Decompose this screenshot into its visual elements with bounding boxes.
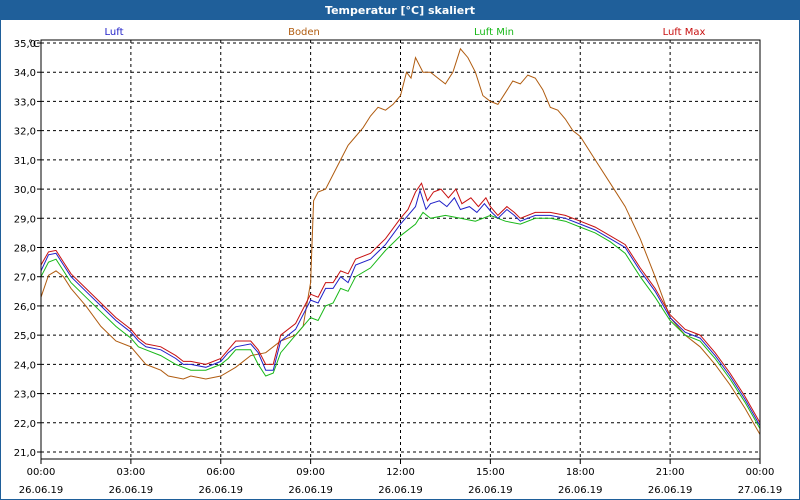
y-tick-label: 32,0 [14, 127, 36, 138]
legend-entry: Luft [105, 27, 124, 38]
x-tick-time-label: 15:00 [476, 467, 505, 478]
x-tick-date-label: 26.06.19 [648, 485, 693, 496]
x-tick-time-label: 12:00 [386, 467, 415, 478]
y-tick-label: 23,0 [14, 390, 36, 401]
x-tick-date-label: 26.06.19 [468, 485, 513, 496]
x-tick-date-label: 26.06.19 [558, 485, 603, 496]
series-line [40, 211, 761, 429]
x-tick-time-label: 18:00 [566, 467, 595, 478]
y-tick-label: 22,0 [14, 419, 36, 430]
legend-entry: Luft Min [474, 27, 514, 38]
x-tick-date-label: 27.06.19 [738, 485, 783, 496]
x-tick-date-label: 26.06.19 [288, 485, 333, 496]
grid [41, 40, 760, 459]
series-line [40, 188, 761, 426]
legend: Luft Boden Luft Min Luft Max [105, 27, 706, 38]
series-line [40, 47, 761, 435]
x-tick-date-label: 26.06.19 [19, 485, 64, 496]
x-tick-time-label: 06:00 [206, 467, 235, 478]
x-tick-time-label: 03:00 [116, 467, 145, 478]
y-axis-unit-label: °C [28, 39, 40, 50]
x-tick-time-label: 09:00 [296, 467, 325, 478]
y-tick-label: 33,0 [14, 97, 36, 108]
y-tick-label: 28,0 [14, 244, 36, 255]
x-tick-date-label: 26.06.19 [109, 485, 154, 496]
x-tick-time-label: 00:00 [27, 467, 56, 478]
window-title: Temperatur [°C] skaliert [1, 1, 799, 20]
x-tick-date-label: 26.06.19 [378, 485, 423, 496]
y-tick-label: 25,0 [14, 331, 36, 342]
series-line [40, 182, 761, 424]
y-axis-ticks: 21,0 22,0 23,0 24,0 25,0 26,0 27,0 28,0 29,0 30,0… [14, 39, 41, 459]
x-axis-ticks: 00:00 26.06.19 03:00 26.06.19 06:00 26.06.19 0… [19, 459, 783, 496]
x-tick-time-label: 00:00 [746, 467, 775, 478]
y-tick-label: 35,0 [14, 39, 36, 50]
x-tick-date-label: 26.06.19 [198, 485, 243, 496]
y-tick-label: 29,0 [14, 214, 36, 225]
y-tick-label: 24,0 [14, 360, 36, 371]
y-tick-label: 30,0 [14, 185, 36, 196]
series-lines [40, 47, 761, 435]
temperature-chart: °C Luft Boden Luft Min Luft Max 21,0 22,0 23,… [14, 27, 783, 496]
x-tick-time-label: 21:00 [656, 467, 685, 478]
y-tick-label: 27,0 [14, 273, 36, 284]
y-tick-label: 26,0 [14, 302, 36, 313]
legend-entry: Boden [288, 27, 320, 38]
y-tick-label: 34,0 [14, 68, 36, 79]
legend-entry: Luft Max [663, 27, 706, 38]
y-tick-label: 31,0 [14, 156, 36, 167]
y-tick-label: 21,0 [14, 448, 36, 459]
